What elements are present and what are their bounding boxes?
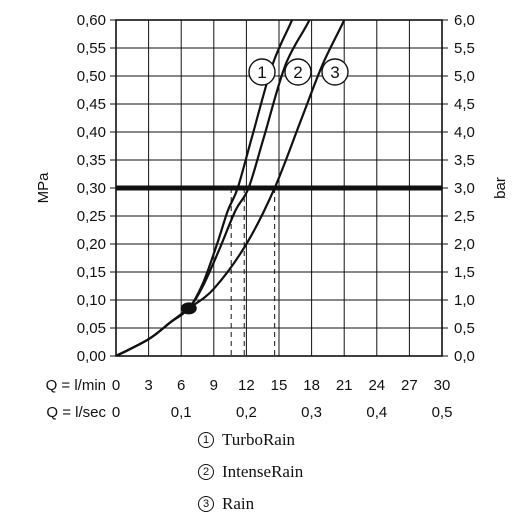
x-row1-tick-label: 0 (112, 377, 120, 394)
series-marker-number-rain: 3 (330, 63, 339, 82)
x-row1-tick-label: 27 (401, 377, 418, 394)
x-row1-tick-label: 18 (303, 377, 320, 394)
legend-item-rain: 3 Rain (198, 488, 303, 520)
y-left-tick-label: 0,35 (77, 152, 106, 169)
y-right-tick-label: 6,0 (454, 12, 475, 29)
y-right-tick-label: 0,0 (454, 348, 475, 365)
legend-marker-3: 3 (198, 496, 214, 512)
series-marker-number-turborain: 1 (257, 63, 266, 82)
y-right-tick-label: 2,5 (454, 208, 475, 225)
legend-item-intenserain: 2 IntenseRain (198, 456, 303, 488)
x-row2-tick-label: 0,1 (171, 404, 192, 420)
x-row1-tick-label: 9 (210, 377, 218, 394)
series-marker-number-intenserain: 2 (293, 63, 302, 82)
x-row1-tick-label: 24 (368, 377, 385, 394)
x-row1-title: Q = l/min (46, 377, 106, 394)
x-row1-tick-label: 30 (434, 377, 451, 394)
x-row1-tick-label: 21 (336, 377, 353, 394)
y-left-tick-label: 0,50 (77, 68, 106, 85)
y-right-axis-title: bar (492, 177, 509, 199)
y-right-tick-label: 1,0 (454, 292, 475, 309)
y-left-axis-title: MPa (35, 172, 52, 204)
legend-marker-1: 1 (198, 432, 214, 448)
x-row1-tick-label: 3 (144, 377, 152, 394)
y-left-tick-label: 0,15 (77, 264, 106, 281)
x-row2-tick-label: 0,5 (432, 404, 453, 420)
legend: 1 TurboRain 2 IntenseRain 3 Rain (198, 424, 303, 520)
x-row2-tick-label: 0,3 (301, 404, 322, 420)
legend-label-intenserain: IntenseRain (222, 462, 304, 481)
y-right-tick-label: 2,0 (454, 236, 475, 253)
y-right-tick-label: 4,5 (454, 96, 475, 113)
series-line-rain (116, 20, 346, 356)
legend-item-turborain: 1 TurboRain (198, 424, 303, 456)
x-row2-tick-label: 0 (112, 404, 120, 420)
x-row2-title: Q = l/sec (46, 404, 106, 420)
x-row1-tick-label: 12 (238, 377, 255, 394)
y-right-tick-label: 4,0 (454, 124, 475, 141)
y-left-tick-label: 0,20 (77, 236, 106, 253)
y-right-tick-label: 0,5 (454, 320, 475, 337)
y-right-tick-label: 3,0 (454, 180, 475, 197)
series-marker-turborain (248, 58, 276, 86)
x-row1-tick-label: 15 (271, 377, 288, 394)
x-row2-tick-label: 0,4 (366, 404, 387, 420)
y-left-tick-label: 0,55 (77, 40, 106, 57)
y-right-tick-label: 3,5 (454, 152, 475, 169)
y-left-tick-label: 0,30 (77, 180, 106, 197)
y-left-tick-label: 0,45 (77, 96, 106, 113)
y-right-tick-label: 5,5 (454, 40, 475, 57)
y-left-tick-label: 0,25 (77, 208, 106, 225)
y-left-tick-label: 0,60 (77, 12, 106, 29)
y-left-tick-label: 0,40 (77, 124, 106, 141)
legend-marker-2: 2 (198, 464, 214, 480)
y-left-tick-label: 0,05 (77, 320, 106, 337)
minimum-flow-point (180, 302, 197, 315)
legend-label-rain: Rain (222, 494, 255, 513)
y-left-tick-label: 0,00 (77, 348, 106, 365)
y-left-tick-label: 0,10 (77, 292, 106, 309)
series-marker-intenserain (284, 58, 312, 86)
y-right-tick-label: 5,0 (454, 68, 475, 85)
series-marker-rain (321, 58, 349, 86)
series-line-turborain (116, 20, 294, 356)
x-row1-tick-label: 6 (177, 377, 185, 394)
pressure-flow-chart: 0,000,050,100,150,200,250,300,350,400,45… (35, 12, 509, 420)
x-row2-tick-label: 0,2 (236, 404, 257, 420)
series-line-intenserain (116, 20, 311, 356)
legend-label-turborain: TurboRain (222, 430, 296, 449)
y-right-tick-label: 1,5 (454, 264, 475, 281)
